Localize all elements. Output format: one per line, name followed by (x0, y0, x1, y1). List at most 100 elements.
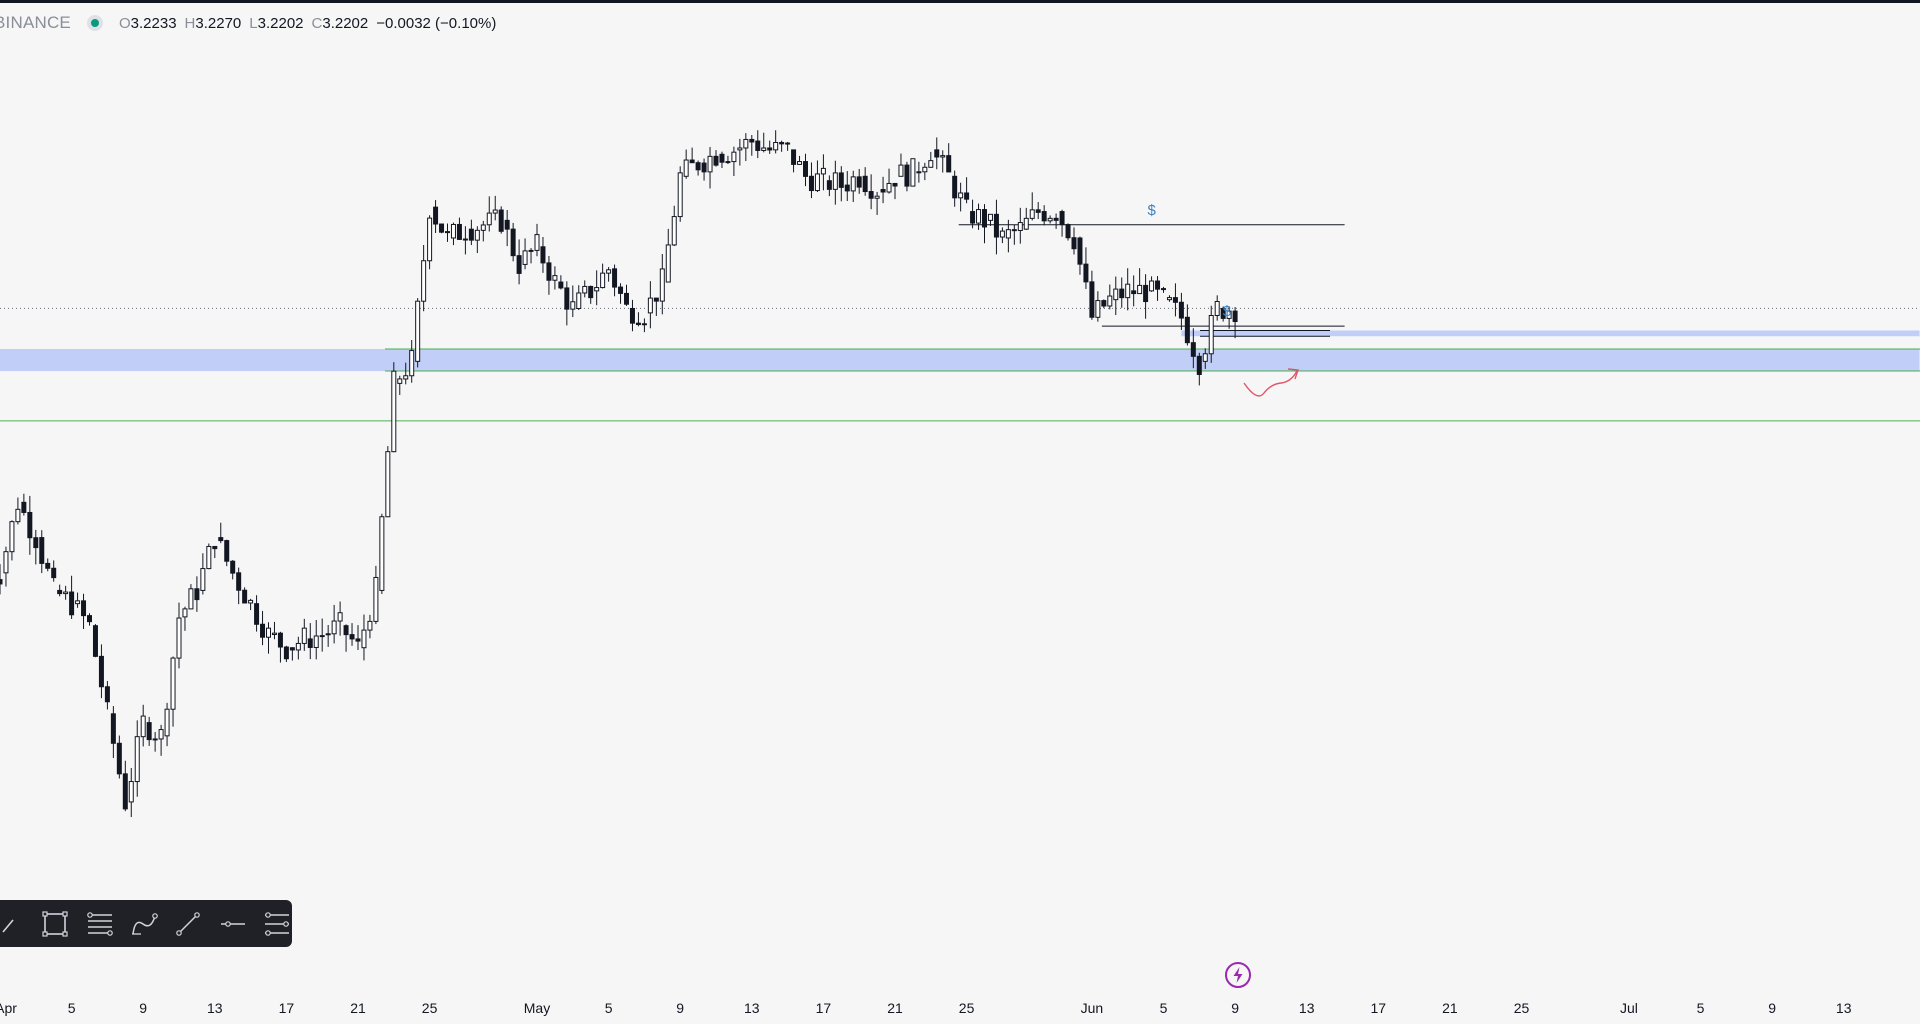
x-tick-label: 21 (350, 1000, 366, 1016)
candle (737, 138, 743, 166)
x-tick-label: 17 (1371, 1000, 1387, 1016)
alert-button[interactable] (1224, 961, 1252, 989)
candle (492, 195, 498, 221)
candle (504, 209, 510, 247)
candle (1083, 247, 1089, 289)
candle (248, 598, 254, 611)
candle (647, 281, 653, 329)
candle (1017, 207, 1023, 244)
brush-tool-button[interactable] (0, 908, 26, 940)
candle (540, 236, 546, 273)
candle (1131, 275, 1137, 307)
candle (21, 493, 27, 516)
liquidity-marker-label: $ (1223, 303, 1232, 320)
candle (1065, 223, 1071, 241)
candle (910, 158, 916, 187)
candle (767, 140, 773, 154)
candle (164, 702, 170, 747)
candle (1184, 304, 1190, 346)
candle (313, 620, 319, 660)
liquidity-marker-label: $ (1147, 202, 1156, 219)
candle (110, 706, 116, 759)
curve-tool-button[interactable] (129, 908, 159, 940)
candle (552, 266, 558, 290)
candle (1172, 283, 1178, 317)
candle (970, 199, 976, 229)
candle (57, 584, 63, 597)
x-tick-label: 25 (1514, 1000, 1530, 1016)
candle (808, 162, 814, 199)
candle (236, 567, 242, 605)
candle (838, 166, 844, 202)
candle (922, 162, 928, 181)
candle (206, 543, 212, 570)
projection-arrowhead (1287, 368, 1299, 380)
candle (51, 560, 57, 582)
time-axis: Apr 5 9 13 17 21 25 May 5 9 13 17 21 25 Jun 5 9 13 17 21 25 J… (0, 1000, 1852, 1016)
candle (271, 621, 277, 640)
candle (976, 203, 982, 230)
close-label: C (311, 14, 323, 32)
candle (1226, 306, 1232, 329)
candle (952, 170, 958, 207)
candle (803, 153, 808, 187)
candle (439, 223, 445, 234)
candle (1202, 348, 1208, 369)
supply-demand-zone[interactable] (1181, 330, 1920, 337)
candle (397, 375, 403, 395)
candle (743, 133, 749, 162)
candle (624, 284, 629, 306)
candle (898, 153, 904, 177)
low-value: 3.2202 (257, 14, 304, 32)
x-tick-label: 25 (959, 1000, 975, 1016)
candle (379, 513, 385, 594)
rectangle-tool-button[interactable] (40, 908, 70, 940)
fib-retracement-tool-button[interactable] (85, 908, 115, 940)
projection-arrow[interactable] (1243, 370, 1298, 397)
candle (1232, 307, 1238, 339)
symbol-legend: BINANCE O 3.2233 H 3.2270 L 3.2202 C 3.2… (0, 12, 496, 34)
rectangle-icon (42, 910, 69, 937)
candle (468, 219, 474, 246)
supply-demand-zone[interactable] (0, 349, 1920, 372)
candle (116, 735, 122, 779)
candle (445, 223, 450, 242)
candle (880, 176, 886, 204)
candle (629, 299, 635, 332)
x-tick-label: 17 (279, 1000, 295, 1016)
trend-line-icon (176, 911, 201, 936)
candle (1005, 219, 1011, 253)
candle (92, 624, 98, 658)
parallel-channel-icon (264, 911, 289, 936)
candle (122, 760, 128, 812)
candle (1059, 209, 1065, 237)
candle (63, 585, 69, 600)
candle (677, 166, 683, 222)
candle (635, 312, 641, 327)
candle (355, 625, 361, 650)
horizontal-ray-tool-button[interactable] (217, 908, 247, 940)
candle (1047, 215, 1053, 224)
candle (385, 446, 391, 518)
candle (868, 174, 874, 210)
trend-line-tool-button[interactable] (173, 908, 203, 940)
candle (779, 140, 785, 152)
candle (242, 587, 248, 604)
candle (427, 215, 433, 270)
candle (946, 143, 952, 173)
x-tick-label: 21 (1442, 1000, 1458, 1016)
x-tick-label: 9 (676, 1000, 684, 1016)
candle (1101, 299, 1107, 309)
market-status-icon[interactable] (86, 15, 103, 31)
parallel-channel-tool-button[interactable] (262, 908, 292, 940)
candle (218, 522, 224, 544)
candle (641, 318, 647, 333)
candle (832, 160, 838, 205)
candle (719, 151, 725, 169)
symbol-name[interactable]: BINANCE (0, 13, 71, 32)
candle (337, 601, 343, 636)
candle (671, 205, 677, 247)
candle (761, 132, 767, 153)
candle (570, 285, 576, 318)
